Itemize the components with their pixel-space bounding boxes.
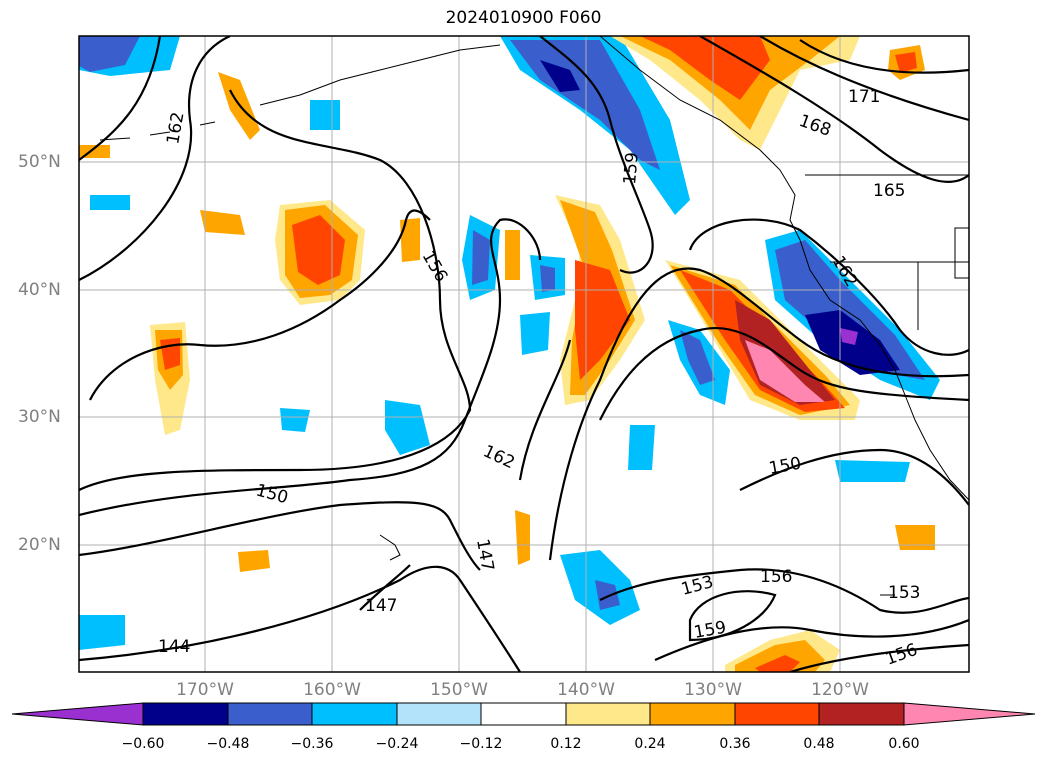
map-frame <box>78 35 970 673</box>
lon-tick-label: 140°W <box>557 680 615 700</box>
gridlines <box>79 36 969 672</box>
contour-label: 159 <box>620 151 643 185</box>
lon-tick-label: 150°W <box>430 680 488 700</box>
lon-tick-label: 170°W <box>176 680 234 700</box>
colorbar-tick-label: −0.36 <box>290 736 334 752</box>
colorbar-segment <box>142 702 229 726</box>
colorbar-segment <box>565 702 651 726</box>
colorbar-tick-label: 0.12 <box>550 736 582 752</box>
colorbar-tick-label: 0.36 <box>719 736 751 752</box>
colorbar-tick-label: −0.48 <box>206 736 250 752</box>
lat-tick-label: 30°N <box>18 407 61 427</box>
contour-label: 165 <box>873 181 905 201</box>
lon-tick-label: 120°W <box>811 680 869 700</box>
colorbar-tick-label: 0.60 <box>888 736 920 752</box>
lon-tick-label: 160°W <box>303 680 361 700</box>
colorbar-segment <box>818 702 905 726</box>
colorbar-segment <box>480 702 567 726</box>
colorbar-max-extend <box>903 702 1036 726</box>
colorbar-tick-label: 0.48 <box>803 736 835 752</box>
contour-label: 144 <box>158 637 190 657</box>
colorbar-tick-label: 0.24 <box>634 736 666 752</box>
contour-label: 147 <box>365 596 397 616</box>
colorbar-segment <box>396 702 482 726</box>
colorbar-segment <box>734 702 820 726</box>
colorbar-segment <box>227 702 313 726</box>
colorbar-tick-label: −0.24 <box>375 736 419 752</box>
lat-tick-label: 50°N <box>18 152 61 172</box>
colorbar <box>11 702 1036 726</box>
lon-tick-label: 130°W <box>684 680 742 700</box>
colorbar-segment <box>311 702 398 726</box>
colorbar-min-extend <box>11 702 144 726</box>
height-contours <box>79 36 969 672</box>
contour-label: 171 <box>848 87 880 107</box>
lat-tick-label: 40°N <box>18 280 61 300</box>
contour-label: 156 <box>760 567 792 587</box>
map-title: 2024010900 F060 <box>445 8 602 28</box>
colorbar-tick-label: −0.60 <box>121 736 165 752</box>
contour-label: 153 <box>888 583 920 603</box>
shading-layer <box>79 36 940 672</box>
coastlines <box>99 36 969 596</box>
colorbar-segment <box>649 702 736 726</box>
colorbar-tick-label: −0.12 <box>459 736 503 752</box>
lat-tick-label: 20°N <box>18 535 61 555</box>
